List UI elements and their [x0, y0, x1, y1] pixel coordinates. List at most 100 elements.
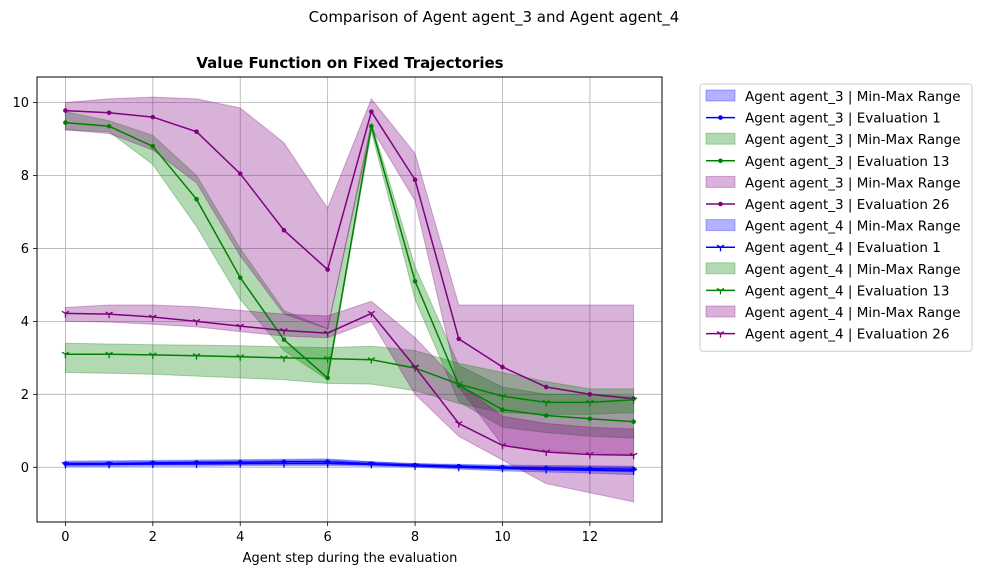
data-point	[323, 356, 332, 363]
data-point	[325, 375, 330, 381]
x-axis-label: Agent step during the evaluation	[243, 551, 458, 566]
range-band-agent_4-eval-13	[64, 342, 635, 415]
legend-entry-line: Agent agent_3 | Evaluation 1	[745, 111, 941, 127]
legend-entry-range: Agent agent_3 | Min-Max Range	[745, 132, 961, 148]
legend-box	[699, 83, 973, 352]
data-point	[456, 336, 462, 342]
data-point	[105, 311, 113, 319]
y-tick-label: 6	[21, 242, 29, 257]
data-point	[586, 451, 594, 459]
series-line-agent_4-eval-1	[65, 462, 634, 472]
data-point	[542, 399, 550, 407]
legend-swatch-range	[705, 262, 736, 275]
series-line-agent_4-eval-13	[65, 353, 634, 404]
legend-entry-line: Agent agent_3 | Evaluation 13	[745, 154, 949, 170]
data-point	[237, 275, 243, 280]
x-tick-label: 12	[582, 530, 599, 545]
legend-marker	[718, 115, 723, 120]
x-tick-label: 8	[411, 530, 419, 545]
grid-lines	[37, 77, 662, 522]
data-point	[281, 227, 287, 233]
legend-marker	[716, 244, 725, 252]
data-point	[367, 310, 376, 318]
y-tick-label: 8	[21, 169, 29, 184]
legend-swatch-range	[705, 89, 736, 102]
legend-entry-line: Agent agent_3 | Evaluation 26	[745, 197, 949, 213]
data-point	[411, 364, 419, 371]
legend-entry-range: Agent agent_4 | Min-Max Range	[745, 262, 961, 278]
data-point	[194, 129, 199, 135]
data-point	[631, 419, 636, 424]
data-point	[281, 337, 287, 342]
legend-entry-range: Agent agent_3 | Min-Max Range	[745, 175, 961, 191]
data-point	[61, 351, 70, 359]
data-point	[412, 177, 418, 183]
data-point	[542, 466, 550, 474]
x-tick-label: 0	[61, 530, 69, 545]
data-point	[149, 461, 157, 469]
data-point	[280, 327, 288, 335]
data-point	[63, 120, 68, 125]
range-band-agent_3-eval-13	[64, 111, 635, 439]
data-point	[586, 467, 594, 475]
y-tick-label: 4	[21, 315, 29, 330]
data-point	[194, 196, 199, 202]
data-point	[325, 267, 330, 272]
data-point	[454, 464, 463, 472]
data-point	[454, 381, 463, 389]
legend-entry-range: Agent agent_4 | Min-Max Range	[745, 305, 961, 321]
data-point	[411, 463, 419, 470]
data-point	[369, 123, 374, 129]
data-point	[586, 399, 594, 407]
legend-swatch-range	[705, 305, 736, 318]
legend-swatch-range	[705, 132, 736, 145]
legend-swatch-range	[705, 175, 736, 188]
data-point	[149, 352, 157, 359]
data-point	[150, 144, 156, 149]
data-point	[105, 351, 113, 359]
data-point	[237, 171, 243, 176]
data-point	[629, 468, 638, 475]
x-tick-label: 6	[324, 530, 332, 545]
chart-title: Value Function on Fixed Trajectories	[196, 54, 503, 72]
range-bands	[64, 96, 635, 503]
data-point	[280, 461, 288, 468]
x-tick-label: 10	[494, 530, 511, 545]
data-point	[61, 310, 70, 318]
data-point	[236, 354, 245, 361]
legend-entry-line: Agent agent_4 | Evaluation 1	[745, 240, 941, 256]
y-tick-label: 0	[21, 461, 29, 476]
data-point	[367, 357, 376, 364]
data-point	[543, 384, 549, 390]
data-point	[236, 323, 245, 331]
series-line-agent_3-eval-1	[65, 461, 634, 470]
legend-swatch-range	[705, 219, 736, 232]
data-point	[498, 465, 507, 473]
legend-marker	[718, 201, 723, 207]
data-point	[498, 393, 507, 401]
data-point	[454, 420, 463, 428]
plot-frame	[36, 76, 663, 523]
data-point	[323, 461, 332, 468]
x-tick-label: 4	[236, 530, 244, 545]
series-line-agent_4-eval-26	[65, 312, 634, 457]
y-tick-label: 10	[12, 96, 29, 111]
legend-entry-range: Agent agent_4 | Min-Max Range	[745, 219, 961, 235]
data-point	[369, 109, 374, 114]
data-point	[500, 407, 505, 412]
legend-entry-line: Agent agent_4 | Evaluation 13	[745, 283, 949, 299]
data-point	[61, 461, 70, 469]
data-point	[367, 461, 376, 469]
data-point	[629, 397, 638, 404]
data-point	[106, 110, 112, 116]
data-point	[236, 461, 245, 468]
legend: Agent agent_3 | Min-Max Range Agent agent…	[699, 83, 973, 352]
series-lines	[61, 108, 638, 475]
legend-marker	[716, 331, 725, 338]
data-point	[192, 353, 201, 360]
data-point	[629, 452, 638, 460]
data-point	[192, 461, 201, 469]
series-line-agent_3-eval-26	[65, 109, 634, 400]
data-point	[587, 416, 593, 422]
